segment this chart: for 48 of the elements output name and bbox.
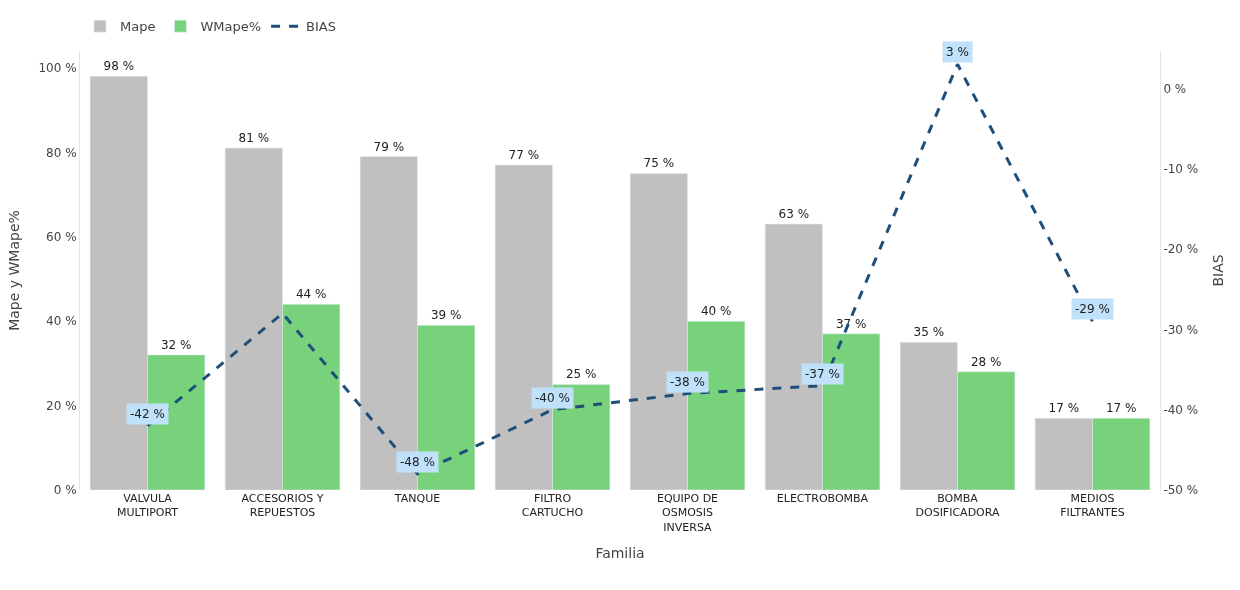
y-tick-label: 20 % (46, 398, 77, 413)
data-label: 63 % (778, 207, 810, 222)
x-tick-label: TANQUE (393, 492, 441, 505)
y2-tick-label: -10 % (1163, 161, 1199, 176)
data-label: 40 % (700, 304, 732, 319)
y2-tick-label: 0 % (1163, 81, 1187, 96)
data-label: 77 % (508, 147, 540, 162)
legend-label: BIAS (306, 19, 336, 35)
y-tick-label: 80 % (46, 145, 77, 160)
x-axis-title: Familia (595, 544, 645, 561)
y2-tick-label: -30 % (1163, 322, 1199, 337)
x-tick-label: BOMBA DOSIFICADORA (915, 492, 1000, 520)
x-tick-label: FILTRO CARTUCHO (521, 492, 584, 520)
data-label: 44 % (295, 287, 327, 302)
legend-label: WMape% (200, 19, 262, 35)
legend-label: Mape (120, 19, 156, 35)
data-label: 25 % (565, 367, 597, 382)
data-label: 3 % (946, 45, 969, 59)
x-tick-label: MEDIOS FILTRANTES (1060, 492, 1125, 520)
y2-tick-label: -20 % (1163, 242, 1199, 257)
data-label: 17 % (1105, 401, 1137, 416)
data-label: 98 % (103, 59, 135, 74)
y2-tick-label: -40 % (1163, 402, 1199, 417)
y-axis-title: Mape y WMape% (6, 210, 23, 331)
data-label: -29 % (1075, 302, 1110, 316)
data-label: -37 % (805, 367, 840, 381)
data-label: 79 % (373, 139, 405, 154)
data-label: -40 % (535, 391, 570, 405)
data-label: 28 % (970, 354, 1002, 369)
data-label: 32 % (160, 337, 192, 352)
x-tick-label: VALVULA MULTIPORT (117, 492, 179, 520)
y-tick-label: 0 % (53, 483, 77, 498)
x-tick-label: ELECTROBOMBA (776, 492, 869, 505)
data-label: 81 % (238, 131, 270, 146)
x-tick-label: ACCESORIOS Y REPUESTOS (241, 492, 324, 520)
data-label: 39 % (430, 308, 462, 323)
data-label: 35 % (913, 325, 945, 340)
data-label: -42 % (130, 407, 165, 421)
y2-axis-title: BIAS (1209, 254, 1226, 287)
y2-tick-label: -50 % (1163, 483, 1199, 498)
y-tick-label: 60 % (46, 229, 77, 244)
data-label: -38 % (670, 375, 705, 389)
x-tick-label: EQUIPO DE OSMOSIS INVERSA (656, 492, 719, 534)
y-tick-label: 100 % (38, 61, 77, 76)
data-label: 75 % (643, 156, 675, 171)
data-label: 17 % (1048, 401, 1080, 416)
data-label: -48 % (400, 455, 435, 469)
y-tick-label: 40 % (46, 314, 77, 329)
